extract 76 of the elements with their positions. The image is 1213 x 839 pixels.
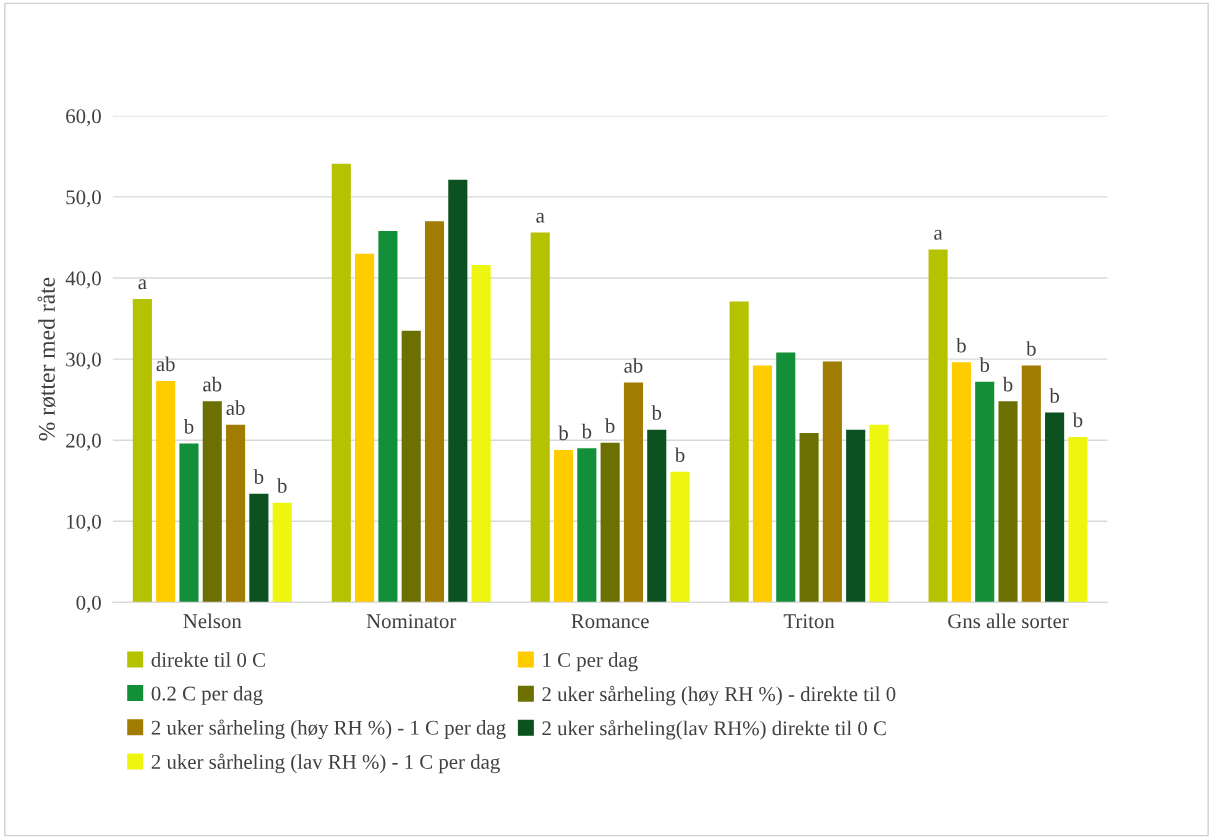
bar (846, 429, 866, 603)
bar (424, 221, 445, 603)
bar (226, 424, 246, 603)
x-tick-label: Triton (783, 614, 835, 629)
data-label: b (604, 418, 615, 433)
bar (998, 401, 1018, 603)
bar (132, 299, 152, 603)
bar (179, 443, 199, 603)
bar (799, 432, 819, 603)
y-tick-label: 60,0 (66, 109, 101, 127)
data-label: b (1026, 341, 1036, 356)
bar (202, 401, 222, 603)
bar (600, 442, 620, 603)
legend-label: 2 uker sårheling (høy RH %) - 1 C per dag (151, 719, 506, 740)
bar (355, 253, 375, 603)
x-tick-label: Romance (571, 614, 649, 629)
data-label: b (581, 423, 592, 439)
y-tick-label: 20,0 (66, 433, 101, 451)
bar (553, 449, 574, 603)
data-label: ab (624, 358, 643, 373)
data-label: b (956, 337, 966, 353)
legend-label: 1 C per dag (543, 652, 638, 672)
bar (623, 382, 643, 603)
bar (822, 361, 842, 603)
data-label: a (138, 279, 147, 290)
y-tick-label: 0,0 (76, 595, 101, 613)
data-label: ab (203, 376, 222, 392)
legend-label: 2 uker sårheling (høy RH %) - direkte til 0 (542, 685, 896, 706)
y-axis-title: % røtter med råte (37, 277, 56, 441)
legend-label: 2 uker sårheling(lav RH%) direkte til 0 C (542, 720, 886, 740)
data-label: b (276, 478, 287, 493)
bar (401, 330, 421, 603)
x-tick-label: Nominator (366, 614, 457, 629)
legend-label: 2 uker sårheling (lav RH %) - 1 C per dag (151, 753, 500, 774)
bar (378, 230, 398, 603)
bar (928, 249, 948, 603)
data-label: b (1072, 412, 1083, 428)
bar (670, 471, 690, 603)
y-tick-label: 10,0 (67, 514, 101, 532)
bar (471, 265, 491, 603)
bar (1068, 436, 1088, 603)
data-label: b (651, 405, 662, 420)
bar (869, 424, 889, 603)
bar (1021, 365, 1041, 603)
bar (729, 301, 749, 603)
bar (156, 380, 176, 603)
x-tick-label: Nelson (183, 613, 242, 629)
data-label: ab (156, 356, 175, 372)
y-tick-label: 30,0 (66, 352, 101, 370)
bar (249, 493, 269, 603)
legend-label: direkte til 0 C (151, 652, 265, 667)
bar (752, 365, 773, 603)
bar (448, 179, 468, 603)
data-label: ab (226, 400, 245, 415)
bar (776, 352, 796, 603)
bar (272, 502, 292, 603)
data-label: a (536, 212, 545, 223)
data-label: b (558, 425, 568, 441)
x-tick-label: Gns alle sorter (948, 613, 1069, 629)
data-label: b (979, 357, 990, 373)
data-label: a (934, 229, 943, 240)
bar (577, 448, 597, 603)
data-label: b (253, 469, 264, 484)
bar (975, 381, 995, 603)
y-tick-label: 50,0 (66, 190, 101, 208)
bar (331, 163, 351, 603)
bar (1045, 412, 1065, 603)
bar (530, 232, 550, 603)
bar (951, 362, 971, 603)
data-label: b (183, 418, 194, 434)
data-label: b (1002, 376, 1013, 392)
y-tick-label: 40,0 (65, 271, 101, 289)
bar (647, 429, 667, 603)
data-label: b (674, 447, 685, 463)
legend-label: 0.2 C per dag (151, 685, 263, 705)
data-label: b (1049, 388, 1060, 403)
